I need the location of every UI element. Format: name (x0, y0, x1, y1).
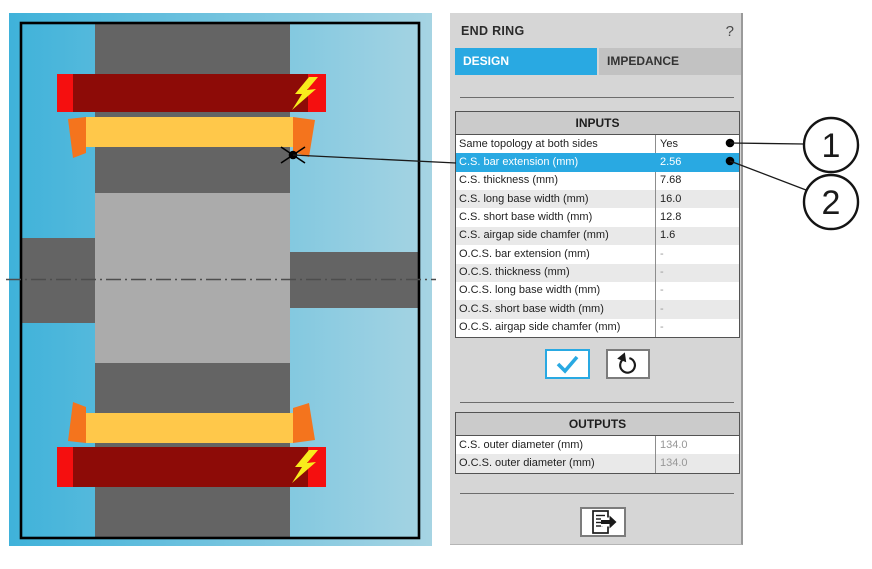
table-row[interactable]: C.S. long base width (mm) 16.0 (456, 190, 739, 209)
table-row[interactable]: O.C.S. airgap side chamfer (mm) - (456, 318, 739, 337)
table-row[interactable]: C.S. short base width (mm) 12.8 (456, 208, 739, 227)
divider (460, 493, 734, 494)
panel-header: END RING ? (461, 22, 734, 40)
end-ring-diagram (6, 13, 436, 546)
check-icon (556, 355, 579, 374)
bottom-rotor-bar (57, 447, 326, 487)
table-row[interactable]: Same topology at both sides Yes (456, 135, 739, 154)
callout-number-1: 1 (822, 127, 841, 165)
rotor-core (95, 193, 290, 363)
top-end-ring (68, 117, 315, 158)
bottom-end-ring (68, 402, 315, 443)
table-row[interactable]: O.C.S. thickness (mm) - (456, 263, 739, 282)
tab-impedance[interactable]: IMPEDANCE (599, 48, 741, 75)
callout-circle-1: 1 (802, 116, 860, 174)
table-row-selected[interactable]: C.S. bar extension (mm) 2.56 (456, 153, 739, 172)
callout-circle-2: 2 (802, 173, 860, 231)
apply-button[interactable] (545, 349, 590, 379)
help-icon[interactable]: ? (725, 22, 734, 40)
table-row[interactable]: O.C.S. long base width (mm) - (456, 281, 739, 301)
table-row[interactable]: C.S. airgap side chamfer (mm) 1.6 (456, 226, 739, 246)
end-ring-panel: END RING ? DESIGN IMPEDANCE INPUTS Same … (450, 13, 743, 545)
reset-button[interactable] (606, 349, 650, 379)
inputs-header: INPUTS (455, 111, 740, 135)
table-row: C.S. outer diameter (mm) 134.0 (456, 436, 739, 455)
divider (460, 402, 734, 403)
table-row[interactable]: O.C.S. bar extension (mm) - (456, 245, 739, 264)
export-button[interactable] (580, 507, 626, 537)
tab-bar: DESIGN IMPEDANCE (455, 48, 741, 75)
tab-design[interactable]: DESIGN (455, 48, 597, 75)
shaft-left-stub (22, 238, 95, 323)
table-row: O.C.S. outer diameter (mm) 134.0 (456, 454, 739, 473)
callout-number-2: 2 (822, 184, 841, 222)
table-row[interactable]: O.C.S. short base width (mm) - (456, 300, 739, 319)
export-report-icon (592, 510, 617, 534)
lightning-bolt-icon (292, 450, 318, 483)
diagram-frame (19, 21, 421, 540)
lightning-bolt-icon (292, 77, 318, 110)
page-title: END RING (461, 24, 525, 38)
divider (460, 97, 734, 98)
table-row[interactable]: C.S. thickness (mm) 7.68 (456, 171, 739, 191)
top-rotor-bar (57, 74, 326, 112)
outputs-header: OUTPUTS (455, 412, 740, 436)
inputs-table: Same topology at both sides Yes C.S. bar… (455, 135, 740, 338)
rotate-ccw-icon (617, 351, 636, 374)
outputs-table: C.S. outer diameter (mm) 134.0 O.C.S. ou… (455, 436, 740, 474)
